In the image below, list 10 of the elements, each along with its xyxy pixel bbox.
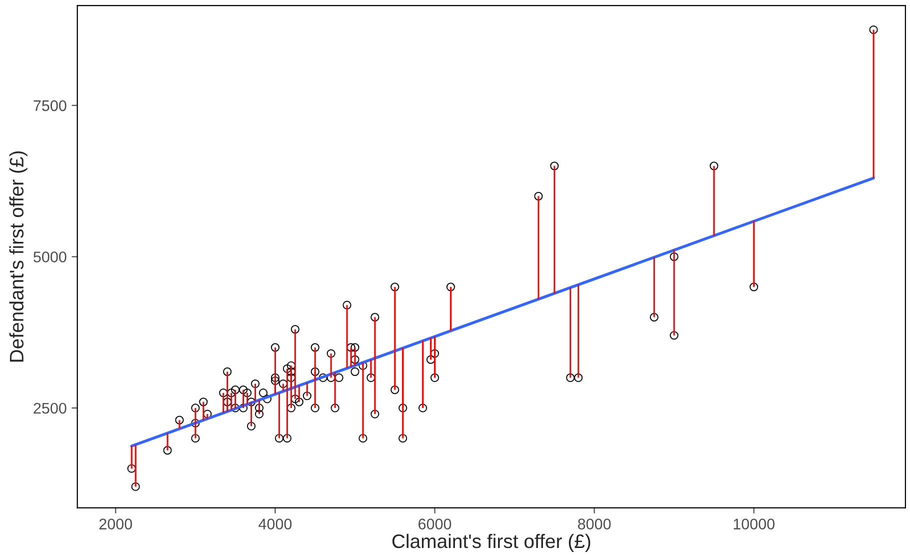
x-tick-label: 2000 (99, 518, 132, 530)
x-tick-label: 8000 (578, 518, 611, 530)
x-tick-label: 10000 (734, 518, 775, 530)
y-tick-label: 5000 (34, 252, 66, 262)
x-tick-label: 6000 (418, 518, 452, 530)
y-tick-label: 7500 (34, 100, 66, 112)
y-tick-label: 2500 (34, 402, 66, 414)
x-tick-label: 4000 (258, 518, 292, 530)
y-axis-title: Defendant's first offer (£) (9, 151, 28, 362)
x-axis-title: Clamaint's first offer (£) (392, 534, 590, 552)
